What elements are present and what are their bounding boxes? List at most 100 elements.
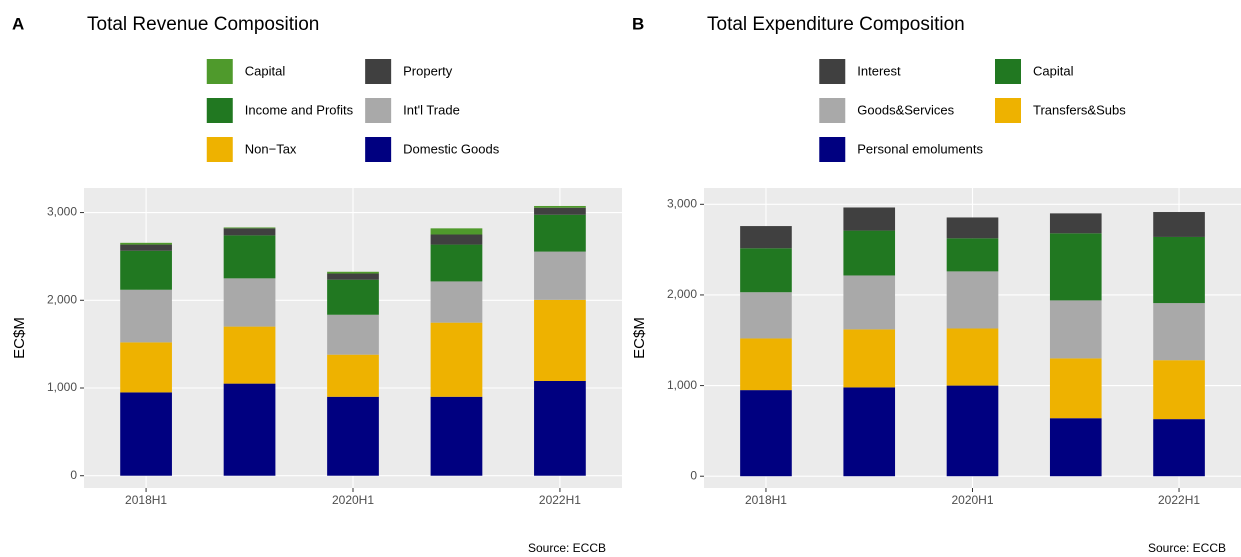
y-tick-label: 3,000 bbox=[667, 196, 697, 210]
bar-segment bbox=[327, 273, 379, 280]
legend-label: Non−Tax bbox=[245, 141, 297, 156]
legend-label: Interest bbox=[857, 63, 901, 78]
bar-segment bbox=[1153, 212, 1205, 237]
x-tick-label: 2020H1 bbox=[332, 493, 374, 507]
legend-label: Property bbox=[403, 63, 453, 78]
bar-segment bbox=[740, 226, 792, 249]
bar-segment bbox=[534, 214, 586, 252]
bar-segment bbox=[120, 244, 172, 251]
bar-segment bbox=[946, 385, 999, 477]
legend-label: Transfers&Subs bbox=[1033, 102, 1126, 117]
legend-key bbox=[819, 98, 846, 123]
bar-segment bbox=[946, 328, 999, 386]
bar-segment bbox=[843, 387, 896, 477]
bar-segment bbox=[327, 271, 379, 274]
bar-segment bbox=[740, 338, 792, 391]
legend-label: Int'l Trade bbox=[403, 102, 460, 117]
x-tick-label: 2018H1 bbox=[745, 493, 787, 507]
legend-key bbox=[819, 137, 846, 162]
bar-segment bbox=[120, 242, 172, 245]
y-tick-label: 3,000 bbox=[47, 205, 77, 219]
legend-key bbox=[819, 59, 846, 84]
x-tick-label: 2022H1 bbox=[1158, 493, 1200, 507]
y-tick-label: 0 bbox=[690, 468, 697, 482]
chart-title: Total Revenue Composition bbox=[87, 14, 319, 35]
bar-segment bbox=[843, 329, 896, 388]
bar-segment bbox=[1153, 303, 1205, 361]
bar-segment bbox=[1049, 358, 1102, 419]
bar-segment bbox=[430, 281, 483, 323]
bar-segment bbox=[843, 207, 896, 231]
bar-segment bbox=[1049, 418, 1102, 477]
bar-segment bbox=[223, 383, 276, 476]
y-axis-title: EC$M bbox=[11, 317, 28, 359]
panel-tag: B bbox=[632, 14, 644, 33]
x-tick-label: 2022H1 bbox=[539, 493, 581, 507]
legend-label: Capital bbox=[245, 63, 286, 78]
y-tick-label: 1,000 bbox=[667, 378, 697, 392]
bar-segment bbox=[1049, 300, 1102, 359]
legend-key bbox=[365, 137, 392, 162]
bar-segment bbox=[1049, 233, 1102, 301]
bar-segment bbox=[1153, 419, 1205, 477]
bar-segment bbox=[946, 271, 999, 329]
bar-segment bbox=[740, 390, 792, 477]
bar-segment bbox=[120, 250, 172, 290]
bar-segment bbox=[327, 314, 379, 355]
legend-key bbox=[365, 98, 392, 123]
bar-segment bbox=[740, 292, 792, 339]
bar-segment bbox=[534, 205, 586, 208]
bar-segment bbox=[430, 396, 483, 476]
panel-tag: A bbox=[12, 14, 24, 33]
legend-key bbox=[206, 98, 233, 123]
y-tick-label: 1,000 bbox=[47, 380, 77, 394]
legend-label: Capital bbox=[1033, 63, 1074, 78]
bar-segment bbox=[946, 217, 999, 239]
bar-segment bbox=[327, 396, 379, 476]
bar-segment bbox=[120, 289, 172, 343]
legend-label: Goods&Services bbox=[857, 102, 954, 117]
x-tick-label: 2018H1 bbox=[125, 493, 167, 507]
bar-segment bbox=[843, 230, 896, 276]
bar-segment bbox=[534, 251, 586, 300]
legend-key bbox=[206, 137, 233, 162]
bar-segment bbox=[223, 326, 276, 384]
caption: Source: ECCB bbox=[528, 541, 606, 555]
y-tick-label: 0 bbox=[70, 468, 77, 482]
bar-segment bbox=[430, 228, 483, 235]
bar-segment bbox=[430, 244, 483, 282]
bar-segment bbox=[223, 235, 276, 279]
legend-key bbox=[995, 98, 1021, 123]
legend-label: Income and Profits bbox=[245, 102, 354, 117]
legend-key bbox=[995, 59, 1021, 84]
bar-segment bbox=[327, 279, 379, 315]
caption: Source: ECCB bbox=[1148, 541, 1226, 555]
bar-segment bbox=[1049, 213, 1102, 234]
y-tick-label: 2,000 bbox=[47, 292, 77, 306]
bar-segment bbox=[740, 248, 792, 293]
bar-segment bbox=[120, 342, 172, 393]
bar-segment bbox=[223, 227, 276, 229]
legend-label: Personal emoluments bbox=[857, 141, 983, 156]
legend-label: Domestic Goods bbox=[403, 141, 500, 156]
y-tick-label: 2,000 bbox=[667, 287, 697, 301]
bar-segment bbox=[223, 278, 276, 327]
bar-segment bbox=[946, 238, 999, 272]
bar-segment bbox=[327, 354, 379, 397]
bar-segment bbox=[1153, 236, 1205, 304]
x-tick-label: 2020H1 bbox=[951, 493, 993, 507]
bar-segment bbox=[534, 299, 586, 381]
bar-segment bbox=[534, 207, 586, 215]
bar-segment bbox=[843, 275, 896, 330]
legend-key bbox=[206, 59, 233, 84]
bar-segment bbox=[1153, 360, 1205, 420]
chart-title: Total Expenditure Composition bbox=[707, 14, 965, 35]
legend-key bbox=[365, 59, 392, 84]
y-axis-title: EC$M bbox=[631, 317, 648, 359]
bar-segment bbox=[534, 380, 586, 476]
bar-segment bbox=[430, 322, 483, 397]
bar-segment bbox=[223, 228, 276, 236]
bar-segment bbox=[120, 392, 172, 476]
bar-segment bbox=[430, 234, 483, 245]
